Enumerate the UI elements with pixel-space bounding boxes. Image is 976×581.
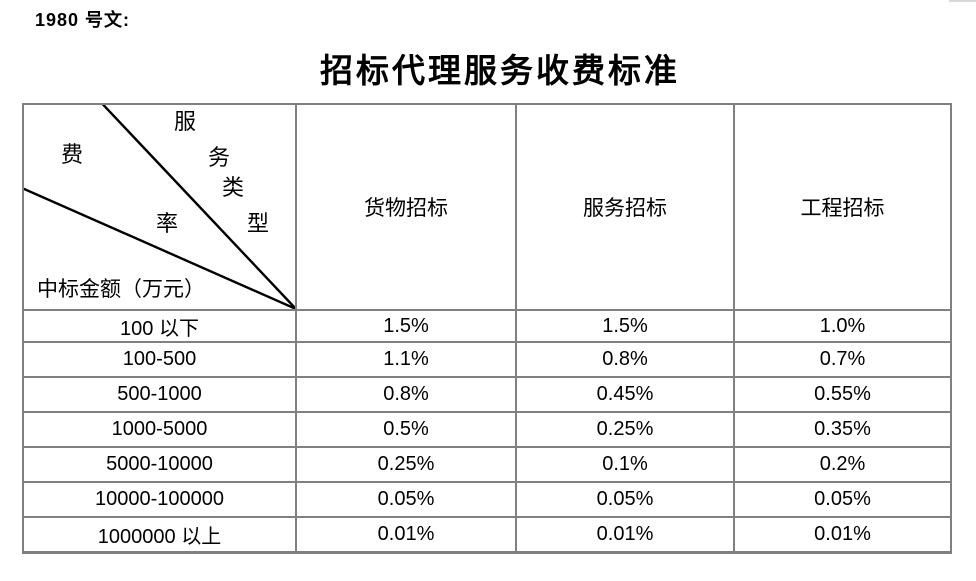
header-row: 服 务 类 型 费 率 中标金额（万元） 货物招标 服务招标 工程招标 bbox=[22, 103, 952, 311]
fee-value: 0.55% bbox=[733, 376, 952, 413]
corner-header-cell: 服 务 类 型 费 率 中标金额（万元） bbox=[22, 103, 297, 311]
fee-value: 0.1% bbox=[515, 446, 735, 483]
page-title: 招标代理服务收费标准 bbox=[320, 54, 680, 90]
row-label: 10000-100000 bbox=[22, 481, 297, 518]
column-header-goods-bidding: 货物招标 bbox=[295, 103, 517, 311]
row-label: 1000000 以上 bbox=[22, 516, 297, 553]
diagonal-divider-lines bbox=[24, 105, 295, 309]
fee-value: 0.5% bbox=[295, 411, 517, 448]
screen-edge-artifact bbox=[949, 0, 976, 2]
fee-value: 0.7% bbox=[733, 341, 952, 378]
fee-value: 1.0% bbox=[733, 309, 952, 343]
fee-value: 0.25% bbox=[295, 446, 517, 483]
corner-label-fee-rate-char: 费 bbox=[61, 142, 84, 167]
fee-value: 0.35% bbox=[733, 411, 952, 448]
row-axis-label: 中标金额（万元） bbox=[37, 277, 205, 301]
corner-label-service-type-char: 务 bbox=[208, 145, 231, 170]
corner-label-service-type-char: 类 bbox=[222, 175, 245, 200]
fee-value: 1.5% bbox=[295, 309, 517, 343]
row-label: 500-1000 bbox=[22, 376, 297, 413]
corner-label-service-type-char: 服 bbox=[174, 109, 197, 134]
fee-value: 0.05% bbox=[515, 481, 735, 518]
fee-value: 0.25% bbox=[515, 411, 735, 448]
row-label: 100 以下 bbox=[22, 309, 297, 343]
table-row: 100 以下 1.5% 1.5% 1.0% bbox=[22, 309, 952, 343]
table-row: 1000-5000 0.5% 0.25% 0.35% bbox=[22, 411, 952, 448]
fee-value: 0.05% bbox=[733, 481, 952, 518]
fee-value: 0.8% bbox=[295, 376, 517, 413]
fee-value: 0.01% bbox=[733, 516, 952, 553]
fee-rate-table: 服 务 类 型 费 率 中标金额（万元） 货物招标 服务招标 工程招标 100 … bbox=[22, 103, 952, 554]
column-header-services-bidding: 服务招标 bbox=[515, 103, 735, 311]
fee-value: 0.2% bbox=[733, 446, 952, 483]
corner-label-fee-rate-char: 率 bbox=[156, 211, 179, 236]
fee-value: 1.5% bbox=[515, 309, 735, 343]
fee-value: 0.01% bbox=[515, 516, 735, 553]
table-row: 5000-10000 0.25% 0.1% 0.2% bbox=[22, 446, 952, 483]
row-label: 100-500 bbox=[22, 341, 297, 378]
table-row: 500-1000 0.8% 0.45% 0.55% bbox=[22, 376, 952, 413]
fee-value: 0.01% bbox=[295, 516, 517, 553]
corner-label-service-type-char: 型 bbox=[247, 211, 270, 236]
fee-value: 1.1% bbox=[295, 341, 517, 378]
table-row: 10000-100000 0.05% 0.05% 0.05% bbox=[22, 481, 952, 518]
row-label: 5000-10000 bbox=[22, 446, 297, 483]
fee-value: 0.8% bbox=[515, 341, 735, 378]
row-label: 1000-5000 bbox=[22, 411, 297, 448]
table-row: 1000000 以上 0.01% 0.01% 0.01% bbox=[22, 516, 952, 553]
fee-value: 0.45% bbox=[515, 376, 735, 413]
table-row: 100-500 1.1% 0.8% 0.7% bbox=[22, 341, 952, 378]
doc-number: 1980 号文: bbox=[35, 10, 131, 30]
fee-value: 0.05% bbox=[295, 481, 517, 518]
column-header-works-bidding: 工程招标 bbox=[733, 103, 952, 311]
